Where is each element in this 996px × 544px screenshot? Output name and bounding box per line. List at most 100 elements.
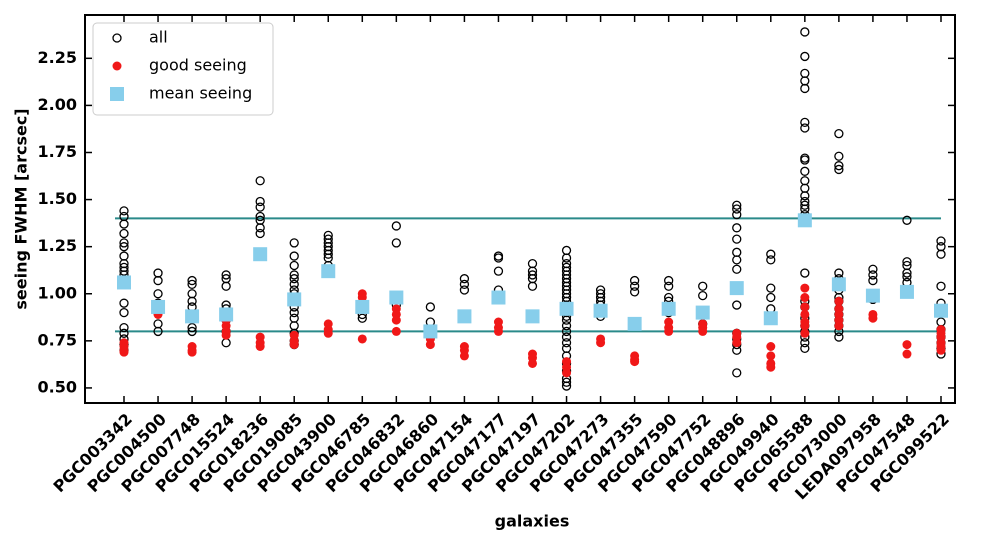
mean-marker bbox=[117, 275, 131, 290]
point bbox=[187, 296, 197, 306]
point bbox=[698, 281, 708, 291]
point bbox=[834, 129, 844, 139]
point bbox=[119, 219, 129, 229]
mean-marker bbox=[593, 303, 608, 318]
point bbox=[800, 204, 810, 214]
point bbox=[698, 326, 708, 336]
point bbox=[800, 283, 810, 293]
y-tick-label: 2.25 bbox=[38, 48, 77, 67]
mean-marker bbox=[355, 299, 370, 314]
point bbox=[221, 338, 231, 348]
point bbox=[732, 345, 742, 355]
point bbox=[528, 358, 537, 368]
point bbox=[493, 253, 504, 263]
mean-marker bbox=[525, 309, 540, 324]
point bbox=[187, 275, 197, 286]
point bbox=[800, 166, 810, 176]
point bbox=[800, 155, 810, 165]
point bbox=[800, 68, 810, 79]
mean-marker bbox=[253, 247, 268, 262]
point bbox=[800, 176, 810, 186]
point bbox=[527, 281, 538, 291]
point bbox=[187, 323, 197, 333]
point bbox=[936, 281, 946, 291]
mean-marker bbox=[423, 324, 438, 339]
point bbox=[732, 223, 742, 233]
point bbox=[391, 221, 401, 231]
mean-marker bbox=[661, 301, 676, 316]
point bbox=[561, 343, 572, 354]
point bbox=[902, 215, 912, 225]
point bbox=[119, 323, 129, 333]
point bbox=[732, 300, 742, 310]
point bbox=[936, 242, 946, 252]
point bbox=[187, 279, 197, 289]
point bbox=[596, 338, 606, 348]
point bbox=[800, 76, 810, 86]
point bbox=[119, 228, 129, 239]
legend-label: mean seeing bbox=[149, 84, 252, 103]
point bbox=[800, 293, 810, 303]
mean-marker bbox=[627, 316, 642, 331]
mean-marker bbox=[934, 303, 948, 318]
point bbox=[800, 117, 810, 128]
legend-label: good seeing bbox=[149, 56, 247, 75]
legend-marker bbox=[110, 87, 124, 101]
point bbox=[561, 377, 572, 387]
point bbox=[800, 268, 810, 278]
point bbox=[255, 202, 265, 212]
mean-marker bbox=[559, 301, 574, 316]
point bbox=[561, 338, 572, 348]
point bbox=[732, 338, 742, 348]
point bbox=[153, 289, 163, 299]
point bbox=[834, 161, 844, 171]
mean-marker bbox=[321, 264, 336, 279]
point bbox=[664, 275, 674, 286]
point bbox=[425, 340, 435, 350]
point bbox=[119, 328, 129, 338]
point bbox=[902, 349, 912, 359]
point bbox=[561, 245, 572, 256]
point bbox=[255, 341, 265, 351]
point bbox=[119, 347, 129, 357]
point bbox=[936, 249, 946, 259]
point bbox=[766, 283, 776, 293]
point bbox=[630, 357, 640, 367]
point bbox=[800, 200, 810, 210]
mean-marker bbox=[865, 288, 880, 303]
point bbox=[629, 287, 640, 297]
point bbox=[800, 27, 810, 37]
legend-marker bbox=[112, 61, 122, 71]
point bbox=[153, 326, 163, 337]
point bbox=[834, 296, 844, 306]
point bbox=[493, 266, 504, 276]
mean-marker bbox=[899, 284, 914, 299]
point bbox=[664, 292, 674, 303]
point bbox=[459, 351, 469, 361]
point bbox=[936, 236, 946, 246]
point bbox=[800, 191, 810, 201]
point bbox=[561, 332, 572, 342]
point bbox=[902, 268, 912, 278]
point bbox=[289, 307, 299, 318]
point bbox=[153, 268, 163, 278]
mean-marker bbox=[185, 309, 200, 324]
point bbox=[323, 249, 333, 259]
mean-marker bbox=[457, 309, 472, 324]
y-axis-label: seeing FWHM [arcsec] bbox=[12, 108, 31, 309]
point bbox=[800, 302, 810, 312]
point bbox=[834, 151, 844, 161]
point bbox=[868, 264, 878, 274]
point bbox=[153, 275, 163, 286]
point bbox=[289, 238, 299, 248]
mean-marker bbox=[797, 213, 812, 228]
point bbox=[561, 381, 572, 391]
point bbox=[289, 251, 299, 261]
mean-marker bbox=[491, 290, 506, 305]
point bbox=[323, 328, 333, 338]
point bbox=[289, 340, 299, 350]
point bbox=[800, 343, 810, 354]
x-axis-label: galaxies bbox=[495, 512, 570, 531]
point bbox=[289, 313, 299, 323]
mean-marker bbox=[151, 299, 166, 314]
